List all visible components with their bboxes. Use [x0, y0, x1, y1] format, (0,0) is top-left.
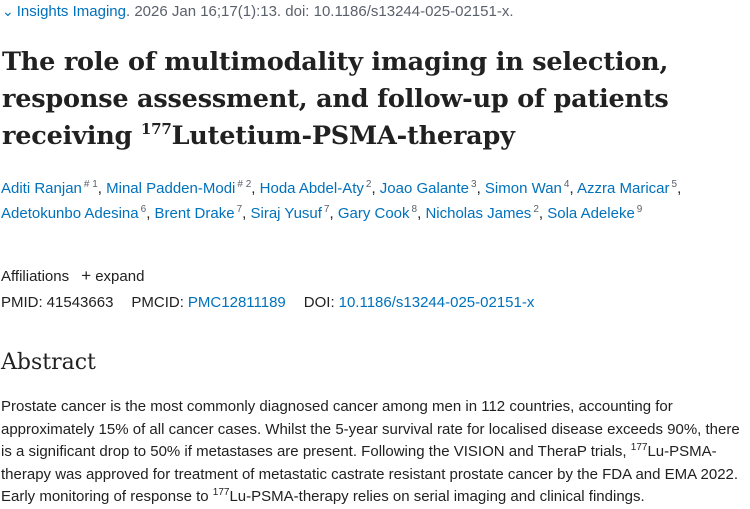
author-link[interactable]: Simon Wan — [484, 180, 562, 197]
abstract-heading: Abstract — [1, 350, 96, 375]
author-affiliation-number[interactable]: 6 — [140, 204, 147, 215]
abstract-superscript-2: 177 — [212, 487, 230, 498]
author-affiliation-number[interactable]: 5 — [671, 179, 678, 190]
author-affiliation-number[interactable]: 9 — [636, 204, 643, 215]
author-item: Brent Drake 7 — [154, 204, 243, 223]
author-link[interactable]: Azzra Maricar — [576, 180, 670, 197]
author-item: Simon Wan 4 — [484, 179, 570, 198]
author-link[interactable]: Brent Drake — [154, 205, 235, 222]
author-link[interactable]: Aditi Ranjan — [1, 180, 82, 197]
author-link[interactable]: Gary Cook — [337, 205, 410, 222]
citation-line: ⌄ Insights Imaging. 2026 Jan 16;17(1):13.… — [2, 3, 514, 20]
article-title: The role of multimodality imaging in sel… — [2, 44, 742, 155]
author-link[interactable]: Adetokunbo Adesina — [1, 205, 139, 222]
author-item: Hoda Abdel-Aty 2 — [259, 179, 372, 198]
author-affiliation-number[interactable]: # 2 — [237, 179, 252, 190]
author-item: Azzra Maricar 5 — [576, 179, 678, 198]
pmcid-link[interactable]: PMC12811189 — [187, 294, 286, 311]
affiliations-row: Affiliations + expand — [1, 266, 144, 286]
abstract-text-part1: Prostate cancer is the most commonly dia… — [1, 398, 740, 460]
journal-link[interactable]: Insights Imaging — [16, 3, 126, 20]
author-item: Nicholas James 2 — [425, 204, 539, 223]
chevron-down-icon[interactable]: ⌄ — [2, 3, 14, 19]
author-link[interactable]: Joao Galante — [379, 180, 470, 197]
author-affiliation-number[interactable]: 4 — [563, 179, 570, 190]
abstract-text-part3: Lu-PSMA-therapy relies on serial imaging… — [229, 488, 645, 505]
author-affiliation-number[interactable]: 7 — [323, 204, 330, 215]
doi-link[interactable]: 10.1186/s13244-025-02151-x — [338, 294, 535, 311]
author-item: Aditi Ranjan # 1 — [1, 179, 98, 198]
abstract-superscript: 177 — [630, 442, 648, 453]
affiliations-expand-button[interactable]: + expand — [81, 266, 145, 285]
author-item: Sola Adeleke 9 — [547, 204, 643, 223]
author-link[interactable]: Nicholas James — [425, 205, 532, 222]
author-item: Joao Galante 3 — [379, 179, 477, 198]
author-link[interactable]: Siraj Yusuf — [250, 205, 322, 222]
author-link[interactable]: Minal Padden-Modi — [106, 180, 236, 197]
plus-icon: + — [81, 266, 92, 285]
identifiers-row: PMID: 41543663 PMCID: PMC12811189 DOI: 10.118… — [1, 294, 534, 311]
title-text-part1: The role of multimodality imaging in sel… — [2, 47, 669, 151]
author-item: Siraj Yusuf 7 — [250, 204, 330, 223]
pmid-value: 41543663 — [46, 294, 114, 311]
author-affiliation-number[interactable]: 2 — [533, 204, 539, 215]
author-affiliation-number[interactable]: 7 — [236, 204, 243, 215]
pmid-label: PMID: — [1, 294, 43, 311]
author-link[interactable]: Sola Adeleke — [547, 205, 635, 222]
citation-details: 2026 Jan 16;17(1):13. doi: 10.1186/s1324… — [134, 3, 514, 20]
title-text-part2: Lutetium-PSMA-therapy — [171, 121, 515, 151]
expand-label: expand — [95, 268, 145, 285]
author-list: Aditi Ranjan # 1, Minal Padden-Modi # 2, H… — [1, 179, 682, 223]
author-item: Gary Cook 8 — [337, 204, 418, 223]
pmcid-label: PMCID: — [131, 294, 184, 311]
abstract-text: Prostate cancer is the most commonly dia… — [1, 396, 747, 509]
author-affiliation-number[interactable]: 8 — [411, 204, 418, 215]
author-item: Adetokunbo Adesina 6 — [1, 204, 147, 223]
affiliations-label: Affiliations — [1, 268, 70, 285]
title-superscript: 177 — [140, 120, 172, 138]
doi-label: DOI: — [303, 294, 335, 311]
author-affiliation-number[interactable]: 3 — [471, 179, 477, 190]
author-affiliation-number[interactable]: # 1 — [83, 179, 98, 190]
author-affiliation-number[interactable]: 2 — [365, 179, 372, 190]
author-link[interactable]: Hoda Abdel-Aty — [259, 180, 364, 197]
author-item: Minal Padden-Modi # 2 — [106, 179, 252, 198]
